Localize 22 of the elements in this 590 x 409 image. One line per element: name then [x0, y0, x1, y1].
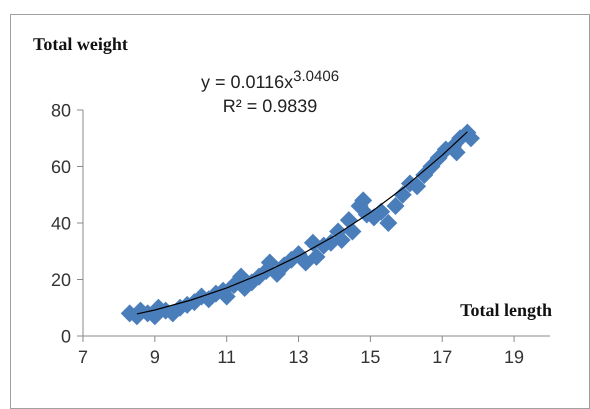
point [308, 248, 326, 266]
y-axis-title: Total weight [33, 34, 128, 55]
y-tick-label: 40 [50, 213, 71, 234]
text: y = 0.0116x$^{3.0406}$ [200, 68, 340, 93]
point [379, 214, 398, 232]
point [296, 254, 315, 272]
point [343, 222, 362, 240]
x-tick-label: 13 [288, 346, 309, 367]
x-tick-label: 7 [78, 346, 88, 367]
point [394, 186, 412, 204]
annotation: R² = 0.9839 [222, 96, 318, 117]
y-tick-label: 60 [50, 156, 71, 177]
y-tick-label: 20 [50, 270, 71, 290]
x-tick-label: 19 [504, 346, 524, 367]
y-tick-label: 0 [60, 326, 71, 346]
x-tick-label: 17 [432, 346, 452, 367]
x-tick-label: 11 [217, 346, 236, 367]
point [386, 197, 405, 216]
x-axis-title: Total length [460, 300, 552, 321]
x-tick-label: 9 [150, 346, 160, 367]
y-tick-label: 80 [50, 100, 71, 120]
x-tick-label: 15 [360, 346, 380, 367]
